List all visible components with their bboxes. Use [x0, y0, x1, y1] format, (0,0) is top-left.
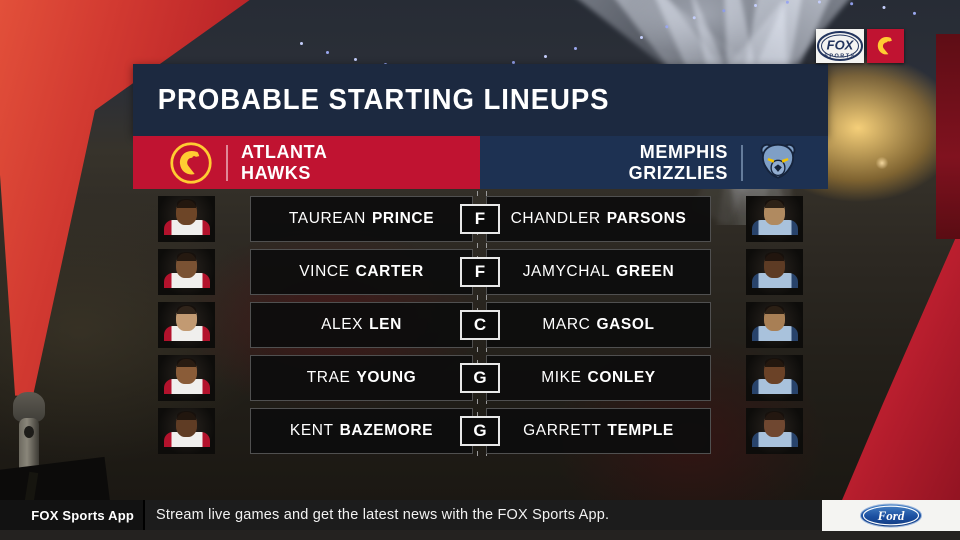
last-name: YOUNG — [356, 369, 417, 386]
position-letter: G — [473, 368, 487, 387]
position-badge: F — [460, 204, 500, 234]
player-photo-alex-len — [158, 302, 215, 348]
lineup-row-3: ALEX LEN C MARC GASOL — [133, 302, 828, 348]
position-badge: G — [460, 363, 500, 393]
position-badge: F — [460, 257, 500, 287]
player-photo-kent-bazemore — [158, 408, 215, 454]
last-name: CONLEY — [587, 369, 656, 386]
position-letter: F — [474, 209, 486, 228]
position-letter: C — [473, 315, 487, 334]
ford-sponsor-box: Ford — [822, 500, 960, 531]
player-photo-vince-carter — [158, 249, 215, 295]
turnbuckle-fitting — [19, 418, 39, 476]
last-name: TEMPLE — [607, 422, 674, 439]
last-name: BAZEMORE — [339, 422, 434, 439]
team-city: MEMPHIS — [639, 141, 728, 162]
first-name: MIKE — [541, 369, 582, 386]
last-name: PRINCE — [371, 210, 435, 227]
team-city: ATLANTA — [241, 141, 328, 162]
position-badge: G — [460, 416, 500, 446]
banner-clamp — [13, 392, 45, 422]
lineup-row-1: TAUREAN PRINCE F CHANDLER PARSONS — [133, 196, 828, 242]
player-name-left: VINCE CARTER — [250, 249, 473, 295]
position-badge: C — [460, 310, 500, 340]
panel-header: PROBABLE STARTING LINEUPS — [133, 64, 828, 136]
ticker-bar: FOX Sports App Stream live games and get… — [0, 500, 960, 530]
player-name-left: TAUREAN PRINCE — [250, 196, 473, 242]
first-name: CHANDLER — [510, 210, 601, 227]
player-name-right: MIKE CONLEY — [486, 355, 711, 401]
hawks-corner-logo — [867, 29, 904, 63]
svg-text:Ford: Ford — [877, 508, 905, 523]
team-right-grizzlies: MEMPHIS GRIZZLIES — [480, 136, 828, 189]
team-bar: ATLANTA HAWKS MEMPHIS GRIZZLIES — [133, 136, 828, 189]
fox-sports-oval-icon: FOX SPORTS — [817, 31, 863, 61]
ticker-message: Stream live games and get the latest new… — [156, 507, 610, 523]
first-name: TAUREAN — [288, 210, 366, 227]
svg-text:SPORTS: SPORTS — [824, 54, 856, 60]
first-name: MARC — [542, 316, 591, 333]
last-name: PARSONS — [606, 210, 687, 227]
player-photo-mike-conley — [746, 355, 803, 401]
first-name: JAMYCHAL — [522, 263, 611, 280]
hawks-logo-icon — [170, 141, 212, 184]
player-photo-jamychal-green — [746, 249, 803, 295]
svg-text:FOX: FOX — [827, 38, 855, 53]
ticker-label: FOX Sports App — [0, 500, 143, 530]
last-name: LEN — [369, 316, 402, 333]
last-name: CARTER — [355, 263, 424, 280]
team-divider — [226, 144, 228, 181]
player-photo-marc-gasol — [746, 302, 803, 348]
red-band-right-edge — [936, 34, 960, 239]
first-name: GARRETT — [523, 422, 602, 439]
ticker-divider — [143, 500, 145, 530]
player-name-left: ALEX LEN — [250, 302, 473, 348]
team-nickname: GRIZZLIES — [628, 162, 728, 183]
hawks-hawk-icon — [877, 36, 892, 55]
last-name: GASOL — [596, 316, 655, 333]
lineup-row-5: KENT BAZEMORE G GARRETT TEMPLE — [133, 408, 828, 454]
last-name: GREEN — [616, 263, 675, 280]
team-nickname: HAWKS — [241, 162, 311, 183]
first-name: ALEX — [321, 316, 364, 333]
player-name-right: JAMYCHAL GREEN — [486, 249, 711, 295]
string-lights — [300, 42, 303, 45]
fox-sports-logo: FOX SPORTS — [816, 29, 864, 63]
team-name-left: ATLANTA HAWKS — [241, 142, 328, 183]
position-letter: G — [473, 421, 487, 440]
player-photo-garrett-temple — [746, 408, 803, 454]
player-name-right: MARC GASOL — [486, 302, 711, 348]
team-left-hawks: ATLANTA HAWKS — [133, 136, 480, 189]
first-name: KENT — [289, 422, 334, 439]
first-name: TRAE — [306, 369, 351, 386]
lineup-row-2: VINCE CARTER F JAMYCHAL GREEN — [133, 249, 828, 295]
team-name-right: MEMPHIS GRIZZLIES — [629, 142, 728, 183]
player-photo-trae-young — [158, 355, 215, 401]
player-name-left: TRAE YOUNG — [250, 355, 473, 401]
lineup-row-4: TRAE YOUNG G MIKE CONLEY — [133, 355, 828, 401]
bottom-strip — [0, 530, 960, 540]
player-photo-taurean-prince — [158, 196, 215, 242]
team-divider — [741, 144, 743, 181]
player-name-right: GARRETT TEMPLE — [486, 408, 711, 454]
player-name-left: KENT BAZEMORE — [250, 408, 473, 454]
player-name-right: CHANDLER PARSONS — [486, 196, 711, 242]
player-photo-chandler-parsons — [746, 196, 803, 242]
page-title: PROBABLE STARTING LINEUPS — [157, 83, 610, 116]
first-name: VINCE — [299, 263, 350, 280]
position-letter: F — [474, 262, 486, 281]
ford-logo-icon: Ford — [860, 503, 922, 528]
grizzlies-logo-icon — [760, 143, 796, 179]
